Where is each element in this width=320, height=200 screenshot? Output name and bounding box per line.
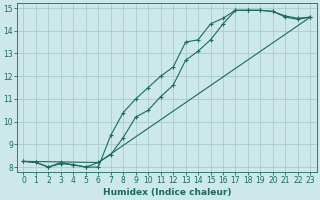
X-axis label: Humidex (Indice chaleur): Humidex (Indice chaleur) <box>103 188 231 197</box>
